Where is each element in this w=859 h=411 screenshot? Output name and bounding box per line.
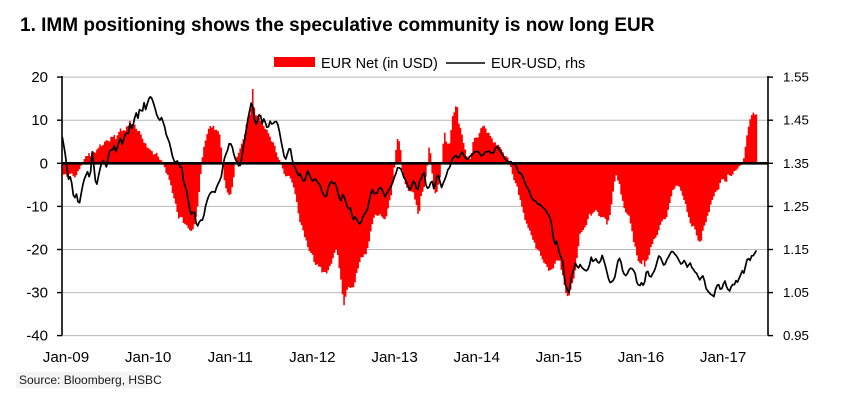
svg-text:1.35: 1.35	[783, 156, 809, 171]
svg-text:Jan-10: Jan-10	[125, 349, 171, 366]
svg-text:Jan-15: Jan-15	[536, 349, 582, 366]
svg-text:-20: -20	[26, 242, 48, 259]
svg-text:Jan-09: Jan-09	[43, 349, 89, 366]
svg-text:1.25: 1.25	[783, 199, 809, 214]
svg-text:Jan-14: Jan-14	[453, 349, 499, 366]
svg-text:EUR-USD, rhs: EUR-USD, rhs	[491, 56, 585, 72]
svg-text:-30: -30	[26, 285, 48, 302]
svg-text:-40: -40	[26, 328, 48, 345]
svg-text:1.55: 1.55	[783, 70, 809, 85]
svg-text:Jan-16: Jan-16	[618, 349, 664, 366]
svg-text:-10: -10	[26, 198, 48, 215]
svg-text:0: 0	[40, 155, 48, 172]
svg-text:1.05: 1.05	[783, 285, 809, 300]
svg-text:1.15: 1.15	[783, 242, 809, 257]
svg-text:1.45: 1.45	[783, 113, 809, 128]
svg-text:0.95: 0.95	[783, 328, 809, 343]
svg-text:10: 10	[31, 112, 48, 129]
svg-text:Jan-12: Jan-12	[289, 349, 335, 366]
svg-text:Source: Bloomberg, HSBC: Source: Bloomberg, HSBC	[19, 373, 162, 387]
svg-text:1. IMM positioning shows the s: 1. IMM positioning shows the speculative…	[20, 15, 655, 36]
svg-text:Jan-11: Jan-11	[208, 349, 253, 366]
svg-text:20: 20	[31, 69, 48, 86]
svg-text:EUR Net (in USD): EUR Net (in USD)	[321, 56, 438, 72]
svg-text:Jan-17: Jan-17	[700, 349, 746, 366]
svg-text:Jan-13: Jan-13	[371, 349, 417, 366]
